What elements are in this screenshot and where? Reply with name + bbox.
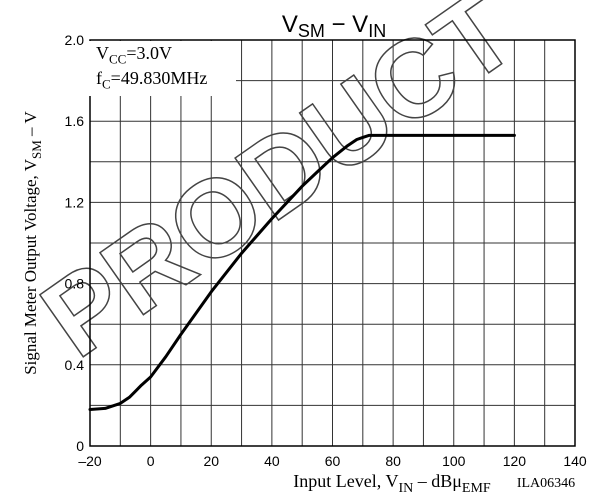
title-sub1: SM (298, 21, 325, 41)
xlabel-mid: – dBμ (413, 471, 462, 491)
vcc-sub: CC (109, 51, 127, 67)
y-tick-label: 0.8 (65, 276, 85, 292)
x-tick-label: 60 (325, 453, 341, 469)
series-line (88, 133, 516, 411)
y-tick-label: 2.0 (65, 32, 85, 48)
x-tick-label: –20 (78, 453, 102, 469)
x-tick-label: 120 (503, 453, 527, 469)
vcc-condition: VCC=3.0V (96, 43, 172, 68)
fc-value: =49.830MHz (110, 68, 208, 88)
title-main: V (282, 11, 298, 38)
x-tick-label: 100 (442, 453, 466, 469)
ylabel-unit: – V (21, 111, 40, 141)
x-tick-label: 140 (563, 453, 587, 469)
fc-sub: C (102, 76, 111, 92)
xlabel-sub1: IN (398, 481, 413, 496)
x-tick-labels: –20 0 20 40 60 80 100 120 140 (78, 453, 587, 469)
x-tick-label: 80 (385, 453, 401, 469)
y-tick-label: 1.6 (65, 113, 85, 129)
y-tick-labels: 0 0.4 0.8 1.2 1.6 2.0 (65, 32, 85, 454)
x-tick-label: 0 (147, 453, 155, 469)
chart-title: VSM − VIN (282, 11, 386, 41)
x-tick-label: 40 (264, 453, 280, 469)
fc-label: f (96, 68, 102, 88)
xlabel-sub2: EMF (462, 481, 491, 496)
y-tick-label: 1.2 (65, 194, 85, 210)
x-axis-label: Input Level, VIN – dBμEMF (293, 471, 491, 496)
plot-area-frame (89, 39, 576, 447)
conditions-box: VCC=3.0V fC=49.830MHz (88, 41, 236, 96)
y-axis-label: Signal Meter Output Voltage, VSM – V (21, 111, 44, 375)
fc-condition: fC=49.830MHz (96, 68, 207, 93)
y-tick-label: 0 (76, 438, 84, 454)
vcc-value: =3.0V (126, 43, 172, 63)
vcc-label: V (96, 43, 109, 63)
y-tick-label: 0.4 (65, 357, 85, 373)
series-layer (88, 133, 516, 411)
title-sub2: IN (368, 21, 386, 41)
title-mid: − V (325, 11, 368, 38)
figure-id: ILA06346 (517, 476, 575, 491)
x-tick-label: 20 (203, 453, 219, 469)
xlabel-main: Input Level, V (293, 471, 398, 491)
ylabel-main: Signal Meter Output Voltage, V (21, 158, 40, 375)
ylabel-sub: SM (29, 140, 44, 159)
